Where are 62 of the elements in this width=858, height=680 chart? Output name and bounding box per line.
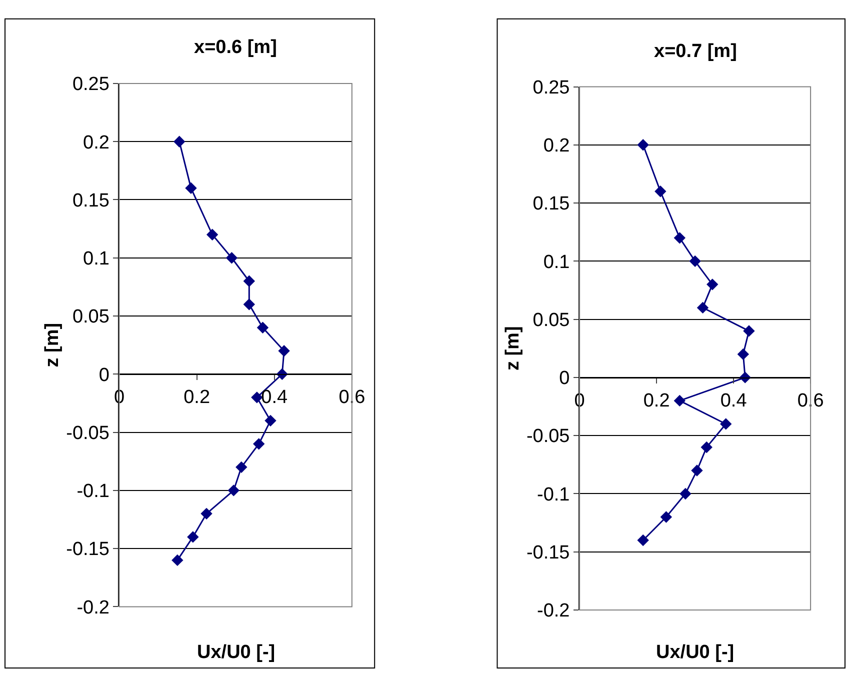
y-tick-label: 0.25 [72,74,110,96]
x-tick-label: 0.6 [338,386,366,408]
point [226,252,238,264]
x-axis-title: Ux/U0 [-] [656,642,734,663]
x-tick-label: 0.4 [261,386,288,408]
point [674,232,686,244]
point [236,461,248,474]
point [700,441,712,454]
point [256,322,269,334]
point [278,345,290,357]
point [660,511,672,523]
y-tick-label: 0.1 [83,248,110,270]
y-tick-label: 0.25 [532,77,570,98]
y-tick-label: 0.05 [532,310,570,331]
point [674,394,686,407]
y-tick-label: -0.15 [66,539,110,560]
y-tick-label: 0.15 [72,190,110,212]
point [680,488,692,500]
x-tick-label: 0.4 [720,390,748,412]
y-axis-title: z [m] [42,322,63,368]
point [637,534,649,546]
y-tick-label: 0.2 [83,132,110,154]
y-tick-label: 0 [98,364,110,386]
y-tick-label: 0.1 [543,252,570,273]
y-tick-label: -0.1 [76,481,110,502]
y-tick-label: 0.2 [543,136,570,157]
point [243,275,255,287]
point [689,255,701,268]
point [206,228,218,240]
point [185,182,197,194]
y-tick-label: 0 [559,368,570,390]
y-tick-label: -0.05 [526,426,570,448]
chart-title: x=0.6 [m] [194,37,277,58]
point [200,508,212,520]
y-tick-label: 0.05 [72,306,110,328]
point [243,298,255,310]
point [172,554,184,566]
point [228,484,240,496]
point [720,418,732,430]
x-tick-label: 0.6 [797,390,824,412]
point [253,438,265,450]
chart-title: x=0.7 [m] [654,41,737,62]
y-tick-label: -0.15 [526,542,570,564]
y-tick-label: -0.2 [537,600,570,622]
x-tick-label: 0.2 [643,390,670,412]
point [691,464,703,476]
y-tick-label: -0.2 [76,597,110,618]
point [174,136,186,148]
x-tick-label: 0.2 [184,386,210,408]
y-tick-label: -0.05 [66,422,110,444]
point [743,325,755,337]
y-tick-label: 0.15 [532,194,570,215]
point [654,186,666,198]
x-axis-title: Ux/U0 [-] [197,642,276,663]
point [264,414,276,427]
point [696,302,709,314]
point [637,139,649,151]
point [737,348,750,360]
y-axis-title: z [m] [502,326,524,371]
point [187,531,199,543]
y-tick-label: -0.1 [537,484,570,506]
point [706,278,718,290]
